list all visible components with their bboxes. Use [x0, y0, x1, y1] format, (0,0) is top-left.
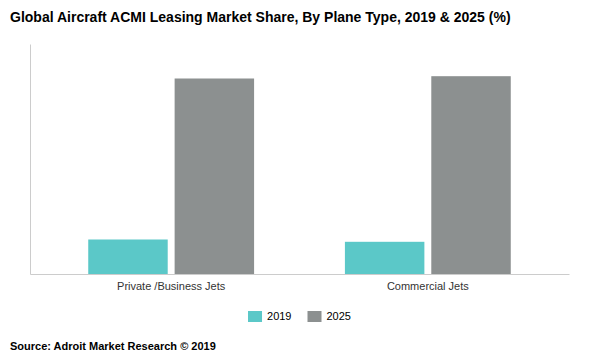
series-group: [175, 76, 511, 274]
legend-label: 2025: [327, 310, 351, 322]
bars: [88, 76, 511, 274]
plot-area: Private /Business Jets Commercial Jets: [31, 45, 570, 292]
x-tick: Private /Business Jets: [117, 274, 226, 292]
title: Global Aircraft ACMI Leasing Market Shar…: [10, 9, 511, 25]
x-tick-label: Private /Business Jets: [117, 280, 226, 292]
bar: [175, 79, 254, 275]
legend-item: 2025: [308, 310, 351, 322]
legend-item: 2019: [248, 310, 291, 322]
legend-label: 2019: [267, 310, 291, 322]
y-axis-line: [30, 45, 31, 275]
y-axis: [30, 45, 31, 275]
legend-swatch: [308, 311, 322, 322]
bar: [431, 76, 510, 274]
x-axis: Private /Business Jets Commercial Jets: [31, 274, 570, 292]
legend: 2019 2025: [248, 310, 351, 322]
chart-container: Global Aircraft ACMI Leasing Market Shar…: [0, 0, 589, 358]
bar: [88, 240, 167, 275]
legend-swatch: [248, 311, 262, 322]
series-group: [88, 240, 424, 275]
bar: [345, 242, 424, 274]
x-tick-label: Commercial Jets: [387, 280, 469, 292]
x-tick: Commercial Jets: [387, 274, 469, 292]
source-note: Source: Adroit Market Research © 2019: [10, 340, 216, 352]
chart-svg: Global Aircraft ACMI Leasing Market Shar…: [0, 0, 589, 358]
x-axis-line: [31, 274, 570, 275]
